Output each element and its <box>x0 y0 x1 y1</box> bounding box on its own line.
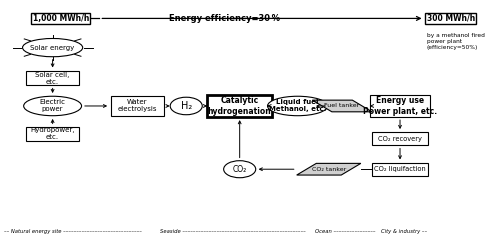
Text: City & industry ––: City & industry –– <box>380 229 426 234</box>
Text: Liquid fuel
Methanol, etc.: Liquid fuel Methanol, etc. <box>268 99 325 112</box>
FancyBboxPatch shape <box>207 95 271 117</box>
Text: Catalytic
hydrogenation: Catalytic hydrogenation <box>207 96 271 116</box>
Ellipse shape <box>267 96 327 116</box>
FancyBboxPatch shape <box>369 95 429 117</box>
Text: CO₂ liquifaction: CO₂ liquifaction <box>373 166 425 172</box>
Text: CO₂: CO₂ <box>232 165 246 174</box>
Text: Solar energy: Solar energy <box>30 45 75 51</box>
Text: Hydropower,
etc.: Hydropower, etc. <box>30 127 75 140</box>
Text: Fuel tanker: Fuel tanker <box>324 104 359 108</box>
FancyBboxPatch shape <box>371 132 427 145</box>
Text: Water
electrolysis: Water electrolysis <box>117 99 157 112</box>
FancyBboxPatch shape <box>26 71 79 85</box>
Text: Ocean ––––––––––––––––: Ocean –––––––––––––––– <box>315 229 375 234</box>
Text: CO₂ tanker: CO₂ tanker <box>311 167 345 172</box>
Ellipse shape <box>223 161 255 178</box>
Text: by a methanol fired
power plant
(efficiency=50%): by a methanol fired power plant (efficie… <box>426 33 484 50</box>
Text: CO₂ recovery: CO₂ recovery <box>377 136 421 142</box>
Polygon shape <box>312 100 371 112</box>
Ellipse shape <box>23 96 81 116</box>
Text: Energy use
Power plant, etc.: Energy use Power plant, etc. <box>362 96 436 116</box>
Text: –– Natural energy site ––––––––––––––––––––––––––––––: –– Natural energy site –––––––––––––––––… <box>3 229 141 234</box>
Ellipse shape <box>170 97 202 115</box>
Text: Solar cell,
etc.: Solar cell, etc. <box>35 72 70 85</box>
Text: Seaside –––––––––––––––––––––––––––––––––––––––––––––––: Seaside ––––––––––––––––––––––––––––––––… <box>159 229 305 234</box>
Text: Electric
power: Electric power <box>40 99 65 112</box>
Polygon shape <box>296 163 360 175</box>
FancyBboxPatch shape <box>371 163 427 176</box>
Text: 1,000 MWh/h: 1,000 MWh/h <box>33 14 89 23</box>
FancyBboxPatch shape <box>110 96 163 116</box>
FancyBboxPatch shape <box>26 127 79 141</box>
Text: 300 MWh/h: 300 MWh/h <box>426 14 474 23</box>
Ellipse shape <box>22 38 82 57</box>
Text: H₂: H₂ <box>180 101 191 111</box>
Text: Energy efficiency=30 %: Energy efficiency=30 % <box>168 14 279 23</box>
